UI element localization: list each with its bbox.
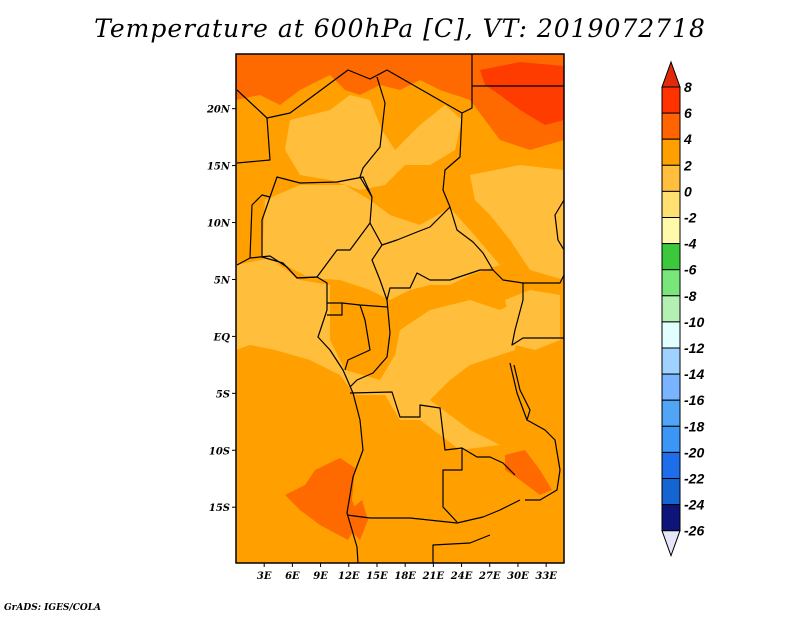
country-borders [236, 54, 564, 563]
plot-title: Temperature at 600hPa [C], VT: 201907271… [94, 14, 706, 43]
lon-label: 9E [313, 571, 328, 582]
lat-label: 10S [209, 446, 230, 457]
colorbar-segment [661, 217, 681, 245]
border-cameroon-south [327, 302, 343, 316]
colorbar-segment [661, 347, 681, 375]
border-car [369, 206, 494, 301]
lon-label: 15E [366, 571, 388, 582]
colorbar-segment [661, 138, 681, 166]
colorbar-segment [661, 295, 681, 323]
border-sudan-ethiopia [554, 199, 564, 251]
colorbar-label: 6 [684, 105, 692, 121]
colorbar-bottom-arrow [661, 530, 681, 558]
lon-label: 18E [394, 571, 416, 582]
colorbar-label: -16 [684, 392, 704, 408]
lon-label: 27E [478, 571, 501, 582]
map-frame [235, 53, 565, 564]
lon-label: 6E [285, 571, 300, 582]
grads-credit: GrADS: IGES/COLA [4, 603, 102, 613]
lat-label: EQ [213, 332, 231, 343]
border-uganda [511, 283, 564, 346]
colorbar-label: -8 [684, 288, 697, 304]
colorbar-segment [661, 243, 681, 271]
colorbar-label: 0 [684, 183, 692, 199]
colorbar: 8 6 4 2 0 -2 -4 -6 -8 -10 -12 -14 -16 -18 -20 -22 -24 -26 [661, 60, 704, 558]
warm-region-atlantic [285, 458, 360, 540]
lon-label: 30E [507, 571, 529, 582]
warm-region-angola-coast [350, 500, 368, 540]
colorbar-label: -14 [684, 366, 704, 382]
border-congo-drc [349, 299, 391, 388]
latitude-axis: 20N 15N 10N 5N EQ 5S 10S 15S [206, 105, 236, 514]
hot-region-egypt [480, 62, 564, 125]
colorbar-label: -12 [684, 340, 704, 356]
lat-label: 20N [206, 105, 231, 116]
colorbar-label: 4 [683, 131, 692, 147]
border-tanzania [525, 419, 561, 501]
colorbar-label: -22 [684, 471, 704, 487]
border-drc-angola [349, 391, 516, 476]
colorbar-segment [661, 112, 681, 140]
map-border [235, 53, 565, 564]
colorbar-segment [661, 504, 681, 532]
colorbar-label: -26 [684, 523, 704, 539]
colorbar-segment [661, 86, 681, 114]
lat-label: 10N [207, 219, 231, 230]
border-gabon-congo [344, 304, 371, 371]
colorbar-segment [661, 425, 681, 453]
colorbar-segment [661, 373, 681, 401]
longitude-axis: 3E 6E 9E 12E 15E 18E 21E 24E 27E 30E 33E [257, 563, 557, 582]
colorbar-top-arrow [661, 60, 681, 88]
colorbar-label: -10 [684, 314, 704, 330]
colorbar-label: -6 [684, 262, 697, 278]
cool-region-sudan-east [470, 165, 564, 280]
colorbar-label: 8 [684, 79, 692, 95]
border-libya-south [236, 54, 473, 119]
colorbar-label: -18 [684, 418, 704, 434]
lon-label: 21E [422, 571, 445, 582]
lat-label: 15S [209, 503, 230, 514]
lon-label: 24E [450, 571, 473, 582]
lon-label: 3E [257, 571, 272, 582]
colorbar-label: -2 [684, 210, 697, 226]
colorbar-segment [661, 399, 681, 427]
lake-tanganyika [509, 362, 531, 421]
warm-region-zambia [505, 450, 552, 495]
border-angola-zambia [442, 448, 463, 523]
colorbar-segment [661, 478, 681, 506]
border-chad-sudan [442, 112, 463, 208]
colorbar-label: 2 [683, 157, 692, 173]
lat-label: 15N [207, 162, 231, 173]
lat-label: 5N [214, 275, 231, 286]
lon-label: 33E [535, 571, 557, 582]
cool-region-gulf-guinea [236, 258, 520, 450]
cool-region-sahel [285, 95, 462, 190]
colorbar-segment [661, 321, 681, 349]
colorbar-segment [661, 269, 681, 297]
colorbar-segment [661, 190, 681, 218]
border-angola-namibia [346, 499, 521, 524]
cool-region-lakes [505, 290, 560, 350]
colorbar-label: -20 [684, 444, 704, 460]
coastline-west-africa [236, 255, 364, 563]
colorbar-label: -24 [684, 497, 704, 513]
border-namibia-botswana [432, 534, 491, 563]
lat-label: 5S [216, 389, 230, 400]
border-benin-togo [249, 194, 271, 259]
lon-label: 12E [338, 571, 360, 582]
border-niger-chad [359, 76, 386, 198]
border-nigeria [261, 176, 373, 279]
border-mali-niger [236, 117, 271, 164]
colorbar-segment [661, 451, 681, 479]
colorbar-segment [661, 164, 681, 192]
warm-region-libya [236, 54, 564, 150]
colorbar-label: -4 [684, 236, 697, 252]
